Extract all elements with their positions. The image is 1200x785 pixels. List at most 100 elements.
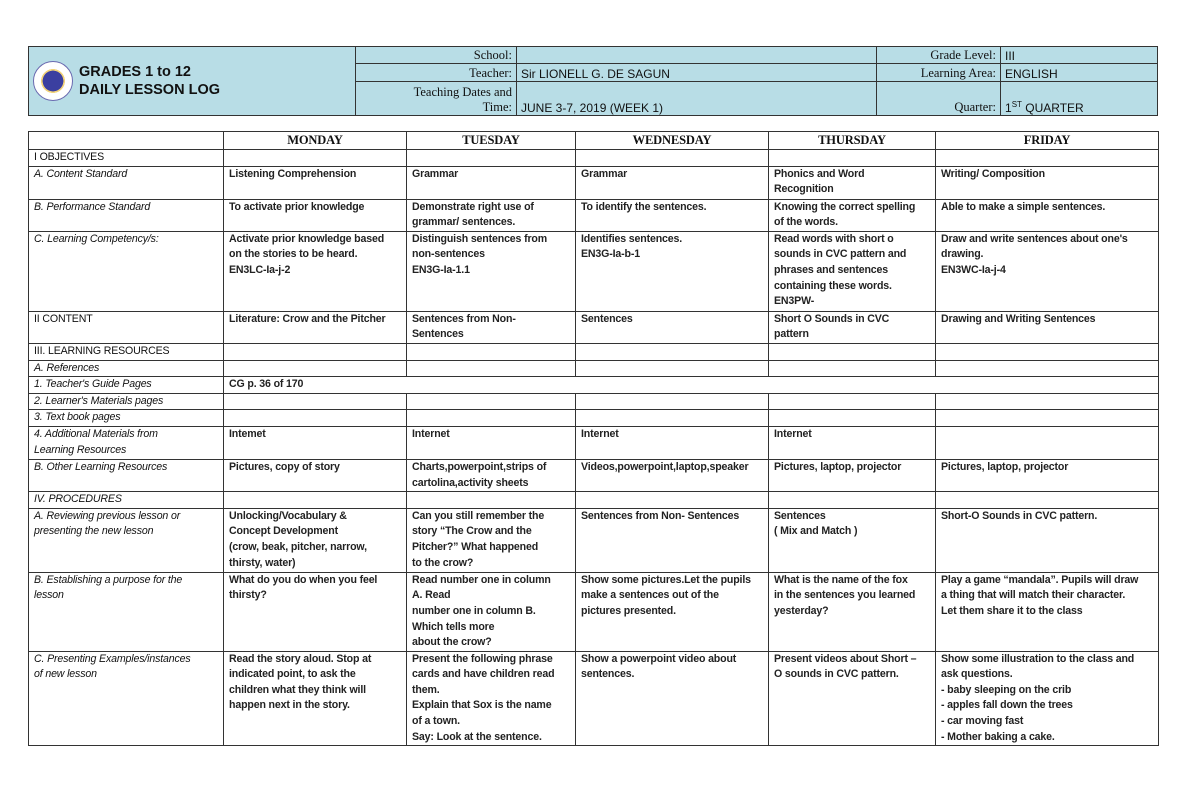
table-row: A. References: [28, 359, 1159, 378]
day-header-thursday: THURSDAY: [768, 131, 936, 150]
dates-value: JUNE 3-7, 2019 (WEEK 1): [516, 80, 877, 116]
cell-tuesday: Demonstrate right use of grammar/ senten…: [406, 198, 576, 232]
row-label: I OBJECTIVES: [28, 149, 224, 167]
day-header-row: MONDAY TUESDAY WEDNESDAY THURSDAY FRIDAY: [28, 131, 1159, 150]
row-label: A. Content Standard: [28, 165, 224, 200]
cell-thursday: Internet: [768, 425, 936, 460]
row-label: B. Other Learning Resources: [28, 458, 224, 493]
row-label: C. Presenting Examples/instances of new …: [28, 650, 224, 747]
cell-thursday: Sentences ( Mix and Match ): [768, 507, 936, 573]
cell-tuesday: [406, 392, 576, 411]
cell-friday: [935, 342, 1159, 361]
cell-wednesday: [575, 149, 769, 167]
table-row: 2. Learner's Materials pages: [28, 392, 1159, 411]
learning-area-value: ENGLISH: [1000, 63, 1158, 82]
cell-monday: Unlocking/Vocabulary & Concept Developme…: [223, 507, 407, 573]
cell-monday: [223, 342, 407, 361]
dates-label: Teaching Dates and Time:: [355, 80, 517, 116]
cell-wednesday: To identify the sentences.: [575, 198, 769, 232]
cell-tuesday: Can you still remember the story “The Cr…: [406, 507, 576, 573]
cell-tuesday: Read number one in column A. Read number…: [406, 571, 576, 652]
row-label: A. Reviewing previous lesson or presenti…: [28, 507, 224, 573]
cell-monday: CG p. 36 of 170: [223, 376, 1159, 394]
row-label: 2. Learner's Materials pages: [28, 392, 224, 411]
row-label: B. Performance Standard: [28, 198, 224, 232]
lesson-log-header: GRADES 1 to 12 DAILY LESSON LOG School: …: [28, 45, 1158, 116]
cell-tuesday: Grammar: [406, 165, 576, 200]
cell-thursday: [768, 491, 936, 509]
teacher-label: Teacher:: [355, 63, 517, 82]
corner-cell: [28, 131, 224, 150]
table-row: B. Performance Standard To activate prior…: [28, 198, 1159, 232]
cell-friday: Play a game “mandala”. Pupils will draw …: [935, 571, 1159, 652]
quarter-value: 1ST QUARTER: [1000, 80, 1158, 116]
cell-tuesday: [406, 149, 576, 167]
cell-friday: [935, 491, 1159, 509]
dates-label-line2: Time:: [482, 100, 512, 114]
cell-monday: [223, 392, 407, 411]
cell-monday: Literature: Crow and the Pitcher: [223, 310, 407, 344]
cell-thursday: Pictures, laptop, projector: [768, 458, 936, 493]
day-header-wednesday: WEDNESDAY: [575, 131, 769, 150]
cell-friday: Short-O Sounds in CVC pattern.: [935, 507, 1159, 573]
table-row: II CONTENT Literature: Crow and the Pitch…: [28, 310, 1159, 344]
cell-thursday: [768, 392, 936, 411]
cell-thursday: Short O Sounds in CVC pattern: [768, 310, 936, 344]
table-row: 1. Teacher's Guide Pages CG p. 36 of 170: [28, 376, 1159, 394]
cell-tuesday: Distinguish sentences from non-sentences…: [406, 230, 576, 312]
table-row: A. Reviewing previous lesson or presenti…: [28, 507, 1159, 573]
table-row: IV. PROCEDURES: [28, 491, 1159, 509]
row-label: 4. Additional Materials from Learning Re…: [28, 425, 224, 460]
table-row: A. Content Standard Listening Comprehensi…: [28, 165, 1159, 200]
cell-wednesday: [575, 409, 769, 427]
grade-level-label: Grade Level:: [876, 45, 1001, 65]
cell-friday: [935, 392, 1159, 411]
cell-wednesday: [575, 342, 769, 361]
table-row: I OBJECTIVES: [28, 149, 1159, 167]
cell-wednesday: Identifies sentences. EN3G-Ia-b-1: [575, 230, 769, 312]
cell-thursday: Phonics and Word Recognition: [768, 165, 936, 200]
row-label: III. LEARNING RESOURCES: [28, 342, 224, 361]
row-label: II CONTENT: [28, 310, 224, 344]
cell-wednesday: Sentences: [575, 310, 769, 344]
quarter-label: Quarter:: [876, 80, 1001, 116]
cell-monday: [223, 149, 407, 167]
cell-thursday: Knowing the correct spelling of the word…: [768, 198, 936, 232]
lesson-log-table: MONDAY TUESDAY WEDNESDAY THURSDAY FRIDAY…: [28, 131, 1159, 747]
cell-friday: Writing/ Composition: [935, 165, 1159, 200]
table-row: 3. Text book pages: [28, 409, 1159, 427]
cell-tuesday: [406, 491, 576, 509]
cell-thursday: [768, 149, 936, 167]
cell-friday: [935, 359, 1159, 378]
cell-wednesday: [575, 392, 769, 411]
title-line-1: GRADES 1 to 12: [79, 64, 191, 80]
cell-wednesday: Sentences from Non- Sentences: [575, 507, 769, 573]
dates-label-line1: Teaching Dates and: [413, 85, 512, 99]
cell-wednesday: [575, 491, 769, 509]
table-row: C. Learning Competency/s: Activate prior …: [28, 230, 1159, 312]
teacher-value: Sir LIONELL G. DE SAGUN: [516, 63, 877, 82]
cell-thursday: Read words with short o sounds in CVC pa…: [768, 230, 936, 312]
cell-tuesday: Sentences from Non- Sentences: [406, 310, 576, 344]
quarter-text: QUARTER: [1021, 101, 1084, 115]
cell-monday: [223, 359, 407, 378]
cell-monday: Read the story aloud. Stop at indicated …: [223, 650, 407, 747]
cell-friday: [935, 409, 1159, 427]
cell-monday: Pictures, copy of story: [223, 458, 407, 493]
day-header-friday: FRIDAY: [935, 131, 1159, 150]
day-header-monday: MONDAY: [223, 131, 407, 150]
cell-friday: Drawing and Writing Sentences: [935, 310, 1159, 344]
cell-wednesday: Show a powerpoint video about sentences.: [575, 650, 769, 747]
cell-monday: Listening Comprehension: [223, 165, 407, 200]
cell-thursday: [768, 409, 936, 427]
school-value: [516, 45, 877, 65]
quarter-number: 1: [1005, 101, 1012, 115]
cell-tuesday: [406, 342, 576, 361]
learning-area-label: Learning Area:: [876, 63, 1001, 82]
cell-thursday: What is the name of the fox in the sente…: [768, 571, 936, 652]
header-title-cell: GRADES 1 to 12 DAILY LESSON LOG: [28, 46, 356, 116]
cell-monday: Intemet: [223, 425, 407, 460]
row-label: 3. Text book pages: [28, 409, 224, 427]
cell-monday: Activate prior knowledge based on the st…: [223, 230, 407, 312]
table-row: B. Other Learning Resources Pictures, cop…: [28, 458, 1159, 493]
